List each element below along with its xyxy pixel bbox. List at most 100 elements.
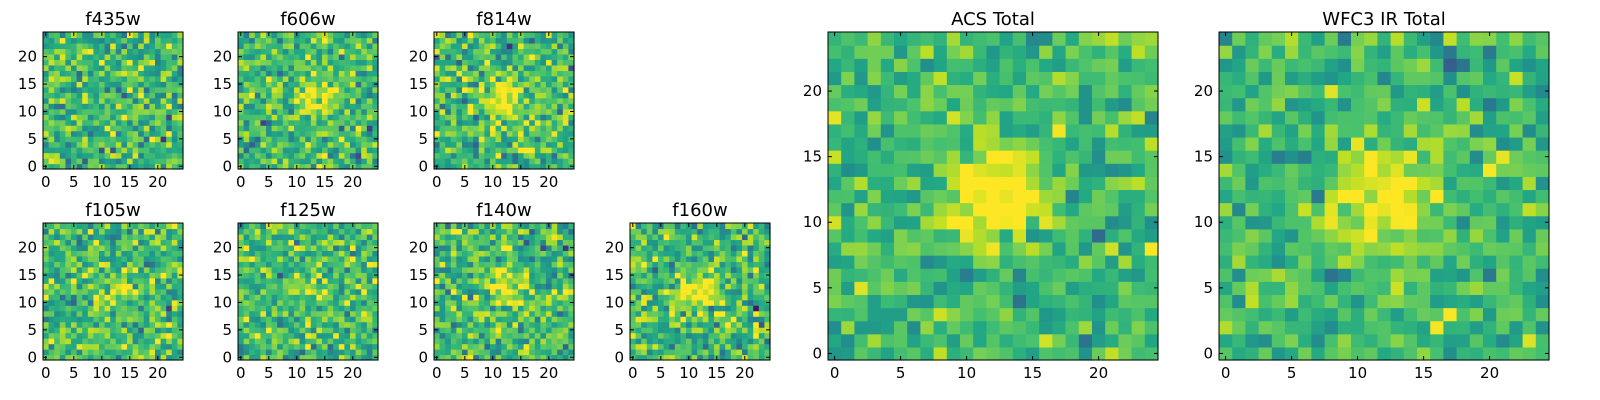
heatmap-cell — [674, 288, 681, 295]
heatmap-cell — [691, 250, 698, 257]
heatmap-cell — [551, 299, 558, 306]
heatmap-cell — [473, 158, 480, 165]
heatmap-cell — [143, 48, 150, 55]
heatmap-cell — [138, 86, 145, 93]
heatmap-cell — [249, 125, 256, 132]
heatmap-cell — [333, 349, 340, 356]
heatmap-cell — [138, 92, 145, 99]
heatmap-cell — [680, 321, 687, 328]
heatmap-cell — [355, 75, 362, 82]
heatmap-cell — [490, 70, 497, 77]
heatmap-cell — [546, 37, 553, 44]
heatmap-cell — [867, 215, 882, 230]
heatmap-cell — [361, 158, 368, 165]
heatmap-cell — [828, 268, 842, 282]
heatmap-cell — [310, 59, 317, 66]
heatmap-cell — [986, 228, 1001, 243]
heatmap-cell — [294, 97, 301, 104]
heatmap-cell — [946, 268, 961, 282]
heatmap-cell — [310, 136, 317, 143]
heatmap-cell — [506, 125, 513, 132]
heatmap-cell — [87, 266, 94, 273]
heatmap-cell — [758, 255, 765, 262]
heatmap-cell — [93, 332, 100, 339]
heatmap-cell — [249, 244, 256, 251]
heatmap-cell — [93, 255, 100, 262]
heatmap-cell — [361, 316, 368, 323]
heatmap-cell — [48, 354, 55, 361]
heatmap-cell — [501, 332, 508, 339]
heatmap-cell — [473, 152, 480, 159]
heatmap-cell — [445, 81, 452, 88]
heatmap-cell — [473, 244, 480, 251]
heatmap-cell — [562, 92, 569, 99]
heatmap-cell — [333, 103, 340, 110]
heatmap-cell — [478, 316, 485, 323]
heatmap-cell — [973, 294, 987, 309]
heatmap-cell — [48, 75, 55, 82]
heatmap-cell — [439, 141, 446, 148]
heatmap-cell — [686, 305, 693, 312]
heatmap-cell — [551, 327, 558, 334]
heatmap-cell — [350, 228, 357, 235]
heatmap-cell — [366, 141, 373, 148]
heatmap-cell — [635, 316, 642, 323]
heatmap-cell — [143, 266, 150, 273]
heatmap-cell — [1092, 307, 1106, 322]
heatmap-cell — [171, 272, 178, 279]
heatmap-cell — [155, 244, 162, 251]
heatmap-cell — [87, 305, 94, 312]
heatmap-cell — [1078, 268, 1093, 282]
heatmap-cell — [155, 283, 162, 290]
heatmap-cell — [132, 228, 139, 235]
heatmap-cell — [1026, 255, 1040, 269]
heatmap-cell — [121, 305, 128, 312]
heatmap-cell — [529, 316, 536, 323]
heatmap-cell — [143, 310, 150, 317]
heatmap-cell — [160, 86, 167, 93]
heatmap-cell — [282, 349, 289, 356]
heatmap-cell — [674, 228, 681, 235]
heatmap-cell — [59, 32, 66, 39]
heatmap-cell — [149, 53, 156, 60]
heatmap-cell — [880, 281, 895, 295]
heatmap-cell — [104, 86, 111, 93]
heatmap-cell — [450, 152, 457, 159]
heatmap-cell — [674, 343, 681, 350]
heatmap-cell — [87, 343, 94, 350]
heatmap-cell — [299, 48, 306, 55]
heatmap-cell — [742, 272, 749, 279]
heatmap-cell — [260, 163, 267, 170]
heatmap-cell — [764, 316, 771, 323]
heatmap-cell — [143, 125, 150, 132]
heatmap-cell — [450, 261, 457, 268]
heatmap-cell — [473, 299, 480, 306]
heatmap-cell — [658, 294, 665, 301]
heatmap-cell — [76, 261, 83, 268]
heatmap-cell — [523, 332, 530, 339]
x-tick-label: 5 — [69, 173, 79, 191]
heatmap-cell — [277, 136, 284, 143]
heatmap-cell — [445, 86, 452, 93]
heatmap-cell — [71, 349, 78, 356]
heatmap-cell — [973, 163, 987, 177]
heatmap-cell — [523, 64, 530, 71]
heatmap-cell — [529, 338, 536, 345]
heatmap-cell — [266, 343, 273, 350]
heatmap-cell — [546, 125, 553, 132]
heatmap-cell — [99, 338, 106, 345]
heatmap-cell — [501, 223, 508, 230]
heatmap-cell — [260, 277, 267, 284]
heatmap-cell — [495, 305, 502, 312]
heatmap-cell — [434, 338, 441, 345]
heatmap-cell — [143, 81, 150, 88]
heatmap-cell — [973, 189, 987, 204]
heatmap-cell — [456, 233, 463, 241]
heatmap-cell — [719, 288, 726, 295]
heatmap-cell — [697, 228, 704, 235]
heatmap-cell — [59, 119, 66, 126]
heatmap-cell — [288, 272, 295, 279]
heatmap-cell — [160, 354, 167, 361]
heatmap-cell — [697, 283, 704, 290]
heatmap-cell — [512, 338, 519, 345]
